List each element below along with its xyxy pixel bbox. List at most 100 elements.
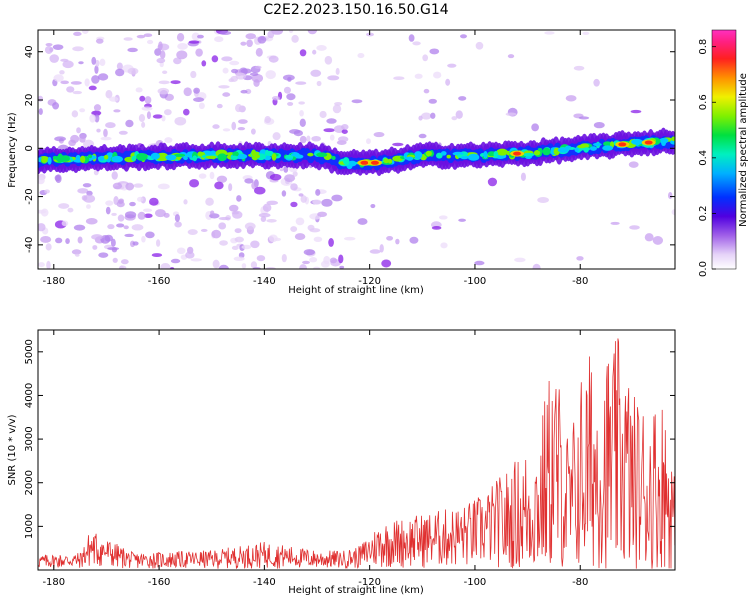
heatmap-speckle	[82, 183, 92, 188]
heatmap-speckle	[578, 116, 590, 120]
heatmap-speckle	[339, 265, 345, 269]
heatmap-speckle	[174, 116, 187, 126]
heatmap-speckle	[234, 236, 244, 243]
heatmap-speckle	[369, 249, 381, 254]
heatmap-speckle	[576, 256, 584, 261]
heatmap-speckle	[292, 171, 298, 177]
heatmap-speckle	[507, 54, 515, 59]
heatmap-speckle	[229, 204, 239, 212]
heatmap-speckle	[652, 236, 664, 245]
heatmap-speckle	[373, 131, 385, 138]
heatmap-speckle	[133, 183, 144, 188]
heatmap-speckle	[200, 228, 208, 232]
heatmap-speckle	[157, 87, 170, 95]
heatmap-speckle	[46, 260, 51, 269]
heatmap-speckle	[309, 257, 318, 263]
heatmap-speckle	[135, 87, 143, 93]
heatmap-speckle	[40, 236, 52, 243]
ridge-cell	[542, 147, 551, 156]
heatmap-speckle	[447, 63, 457, 68]
heatmap-speckle	[316, 44, 327, 51]
heatmap-speckle	[176, 33, 185, 42]
heatmap-speckle	[319, 110, 327, 119]
ridge-cell	[173, 153, 186, 157]
heatmap-speckle	[97, 73, 109, 81]
heatmap-speckle	[520, 172, 526, 182]
ridge-cell	[589, 146, 597, 151]
ridge-cell	[57, 153, 63, 162]
heatmap-speckle	[142, 208, 153, 212]
heatmap-speckle	[487, 177, 498, 187]
heatmap-speckle	[320, 260, 330, 268]
heatmap-speckle	[244, 178, 254, 184]
heatmap-speckle	[103, 128, 108, 138]
heatmap-speckle	[45, 43, 53, 47]
heatmap-speckle	[237, 127, 246, 131]
heatmap-speckle	[38, 108, 43, 115]
heatmap-speckle	[233, 256, 245, 262]
heatmap-speckle	[328, 238, 334, 247]
heatmap-speckle	[299, 135, 307, 144]
ridge-cell	[533, 150, 541, 156]
heatmap-speckle	[234, 228, 242, 234]
heatmap-speckle	[110, 238, 116, 247]
heatmap-speckle	[286, 93, 296, 101]
heatmap-speckle	[312, 49, 317, 55]
heatmap-speckle	[630, 109, 642, 114]
heatmap-speckle	[86, 190, 93, 196]
heatmap-speckle	[268, 55, 279, 63]
heatmap-speckle	[94, 65, 99, 74]
heatmap-speckle	[235, 104, 243, 113]
heatmap-speckle	[136, 196, 144, 202]
heatmap-speckle	[146, 39, 154, 45]
heatmap-speckle	[298, 101, 305, 105]
heatmap-speckle	[290, 201, 298, 208]
heatmap-speckle	[257, 35, 267, 44]
colorbar-tick-label: 0.2	[698, 205, 709, 221]
heatmap-speckle	[309, 228, 321, 233]
heatmap-speckle	[96, 128, 101, 133]
heatmap-speckle	[299, 118, 306, 128]
ridge-cell	[232, 151, 239, 157]
heatmap-speckle	[255, 47, 263, 57]
ridge-cell	[574, 147, 579, 153]
heatmap-speckle	[460, 34, 468, 39]
x-tick-label: -140	[253, 577, 276, 588]
heatmap-speckle	[433, 71, 442, 79]
colorbar-label: Normalized spectral amplitude	[738, 73, 749, 227]
y-tick-label: -20	[24, 188, 35, 204]
heatmap-speckle	[123, 225, 129, 230]
heatmap-speckle	[164, 137, 173, 143]
ridge-cell	[150, 152, 160, 160]
x-tick-label: -120	[358, 577, 381, 588]
heatmap-speckle	[299, 49, 307, 57]
heatmap-speckle	[565, 95, 577, 102]
ridge-cell	[446, 154, 451, 159]
heatmap-speckle	[445, 78, 451, 86]
heatmap-speckle	[111, 212, 117, 216]
heatmap-speckle	[271, 30, 284, 35]
heatmap-speckle	[156, 57, 166, 64]
heatmap-speckle	[216, 103, 223, 109]
ridge-cell	[265, 150, 274, 157]
heatmap-speckle	[38, 95, 44, 102]
heatmap-speckle	[288, 30, 294, 34]
heatmap-speckle	[116, 62, 123, 71]
heatmap-speckle	[118, 198, 125, 204]
ridge-cell	[111, 155, 123, 163]
heatmap-speckle	[55, 237, 63, 244]
heatmap-speckle	[145, 231, 155, 239]
heatmap-speckle	[249, 72, 259, 77]
heatmap-speckle	[287, 101, 294, 106]
heatmap-speckle	[283, 86, 291, 94]
heatmap-speckle	[238, 119, 248, 124]
ridge-cell	[103, 154, 109, 160]
heatmap-speckle	[49, 54, 60, 63]
heatmap-speckle	[315, 189, 321, 196]
x-tick-label: -100	[464, 276, 487, 287]
heatmap-speckle	[341, 124, 349, 130]
x-tick-label: -160	[148, 577, 171, 588]
heatmap-speckle	[45, 243, 52, 251]
heatmap-speckle	[54, 136, 66, 142]
heatmap-speckle	[109, 96, 119, 102]
